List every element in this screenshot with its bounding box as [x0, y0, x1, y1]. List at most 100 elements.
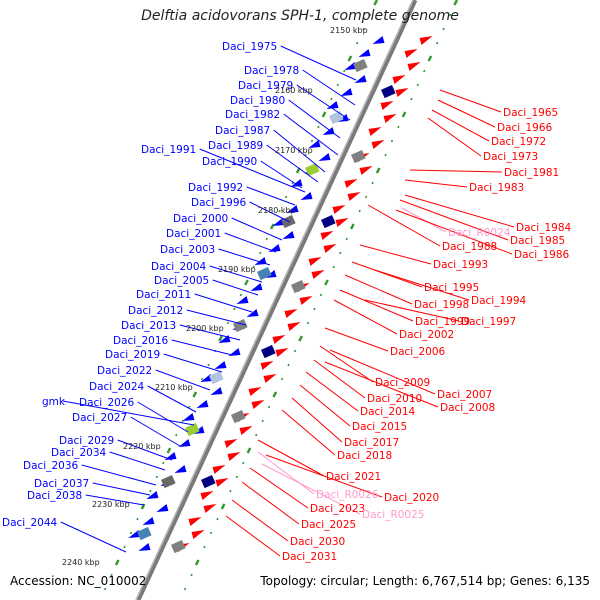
leader-line	[283, 113, 339, 156]
gene-label-reverse: Daci_2031	[282, 551, 337, 563]
leader-line	[374, 269, 470, 301]
leader-line	[324, 361, 439, 408]
forward-gene-arrow	[174, 465, 187, 473]
gene-features	[128, 36, 433, 554]
leader-line	[260, 160, 303, 189]
reverse-gene-arrow	[299, 296, 313, 305]
gene-label-forward: Daci_2024	[89, 381, 145, 393]
gene-label-forward: Daci_2026	[79, 397, 135, 409]
forward-gene-arrow	[236, 296, 249, 304]
tick-dot	[317, 125, 320, 129]
tick-dot	[330, 97, 333, 101]
tick-label: 2210 kbp	[155, 383, 193, 392]
forward-gene-arrow	[268, 244, 281, 252]
gene-label-reverse: Daci_1997	[461, 316, 516, 328]
cog-block	[320, 214, 336, 229]
reverse-gene-arrow	[203, 504, 217, 513]
tick-dot	[272, 391, 278, 398]
leader-line	[344, 274, 413, 305]
leader-line	[404, 179, 468, 188]
tick-dot	[110, 573, 113, 577]
leader-line	[439, 89, 502, 113]
reverse-gene-arrow	[191, 530, 205, 539]
tick-dot	[321, 111, 327, 118]
tick-dot	[103, 587, 107, 591]
leader-line	[329, 349, 436, 395]
reverse-gene-arrow	[215, 478, 229, 487]
reverse-gene-arrow	[284, 309, 298, 318]
tick-dot	[356, 41, 359, 45]
leader-line	[299, 384, 351, 427]
reverse-gene-arrow	[251, 400, 265, 409]
gene-label-forward: Daci_2016	[113, 335, 169, 347]
tick-label: 2240 kbp	[62, 558, 100, 567]
forward-gene-arrow	[142, 517, 155, 525]
leader-line	[401, 207, 447, 233]
tick-label: 2200 kbp	[186, 324, 224, 333]
cog-block	[170, 539, 186, 554]
tick-dot	[384, 153, 387, 157]
tick-dot	[349, 223, 355, 230]
leader-line	[367, 204, 441, 247]
gene-label-reverse: Daci_1984	[516, 222, 572, 234]
leader-line	[246, 186, 296, 206]
gene-label-reverse: Daci_2020	[384, 492, 439, 504]
tick-label: 2180 kbp	[258, 206, 296, 215]
reverse-gene-arrow	[404, 49, 418, 58]
tick-dot	[244, 279, 249, 286]
leader-line	[163, 353, 223, 373]
gene-label-reverse: Daci_1994	[471, 295, 527, 307]
reverse-gene-arrow	[239, 426, 253, 435]
reverse-gene-arrow	[200, 491, 214, 500]
leader-line	[186, 309, 247, 326]
tick-dot	[313, 307, 316, 311]
genome-backbone	[135, 0, 418, 600]
cog-block	[260, 344, 276, 359]
leader-line	[171, 339, 233, 356]
leader-line	[257, 451, 315, 495]
leader-line	[291, 397, 343, 443]
forward-gene-arrow	[358, 49, 371, 57]
reverse-gene-arrow	[419, 36, 433, 45]
forward-gene-arrow	[178, 439, 191, 447]
gene-label-reverse: Daci_1965	[503, 107, 558, 119]
tick-dot	[114, 559, 120, 566]
tick-dot	[183, 587, 187, 591]
tick-dot	[229, 489, 232, 493]
tick-dot	[207, 363, 210, 367]
gene-label-forward: Daci_2005	[154, 275, 209, 287]
forward-gene-arrow	[138, 543, 151, 551]
leader-line	[395, 209, 513, 255]
tick-dot	[261, 419, 264, 423]
gene-label-forward: Daci_1979	[238, 80, 293, 92]
leader-line	[130, 416, 181, 447]
tick-dot	[453, 0, 459, 6]
gene-label-forward: Daci_2013	[121, 320, 176, 332]
tick-dot	[278, 209, 281, 213]
tick-dot	[293, 349, 297, 353]
tick-dot	[306, 321, 310, 325]
gene-label-reverse: Daci_2017	[344, 437, 399, 449]
tick-dot	[218, 335, 223, 342]
reverse-gene-arrow	[335, 218, 349, 227]
gene-label-forward: Daci_1978	[244, 65, 299, 77]
forward-gene-arrow	[182, 413, 195, 421]
gene-label-reverse: Daci_1986	[514, 249, 570, 261]
forward-gene-arrow	[340, 88, 353, 96]
leader-line	[324, 327, 389, 352]
gene-label-reverse: Daci_2021	[326, 471, 381, 483]
tick-dot	[362, 27, 365, 31]
leader-line	[225, 515, 281, 557]
tick-dot	[149, 489, 152, 493]
tick-dot	[136, 517, 139, 521]
gene-label-reverse: Daci_2030	[290, 536, 345, 548]
leader-line	[261, 463, 361, 515]
gene-label-reverse: Daci_1981	[504, 167, 559, 179]
rna-gene-label: Daci_R0026	[316, 489, 379, 501]
gene-label-forward: Daci_2001	[166, 228, 221, 240]
leader-line	[249, 467, 309, 509]
reverse-gene-arrow	[260, 361, 274, 370]
gene-label-forward: Daci_2004	[151, 261, 207, 273]
gene-label-reverse: Daci_2008	[440, 402, 495, 414]
leader-line	[224, 232, 277, 253]
